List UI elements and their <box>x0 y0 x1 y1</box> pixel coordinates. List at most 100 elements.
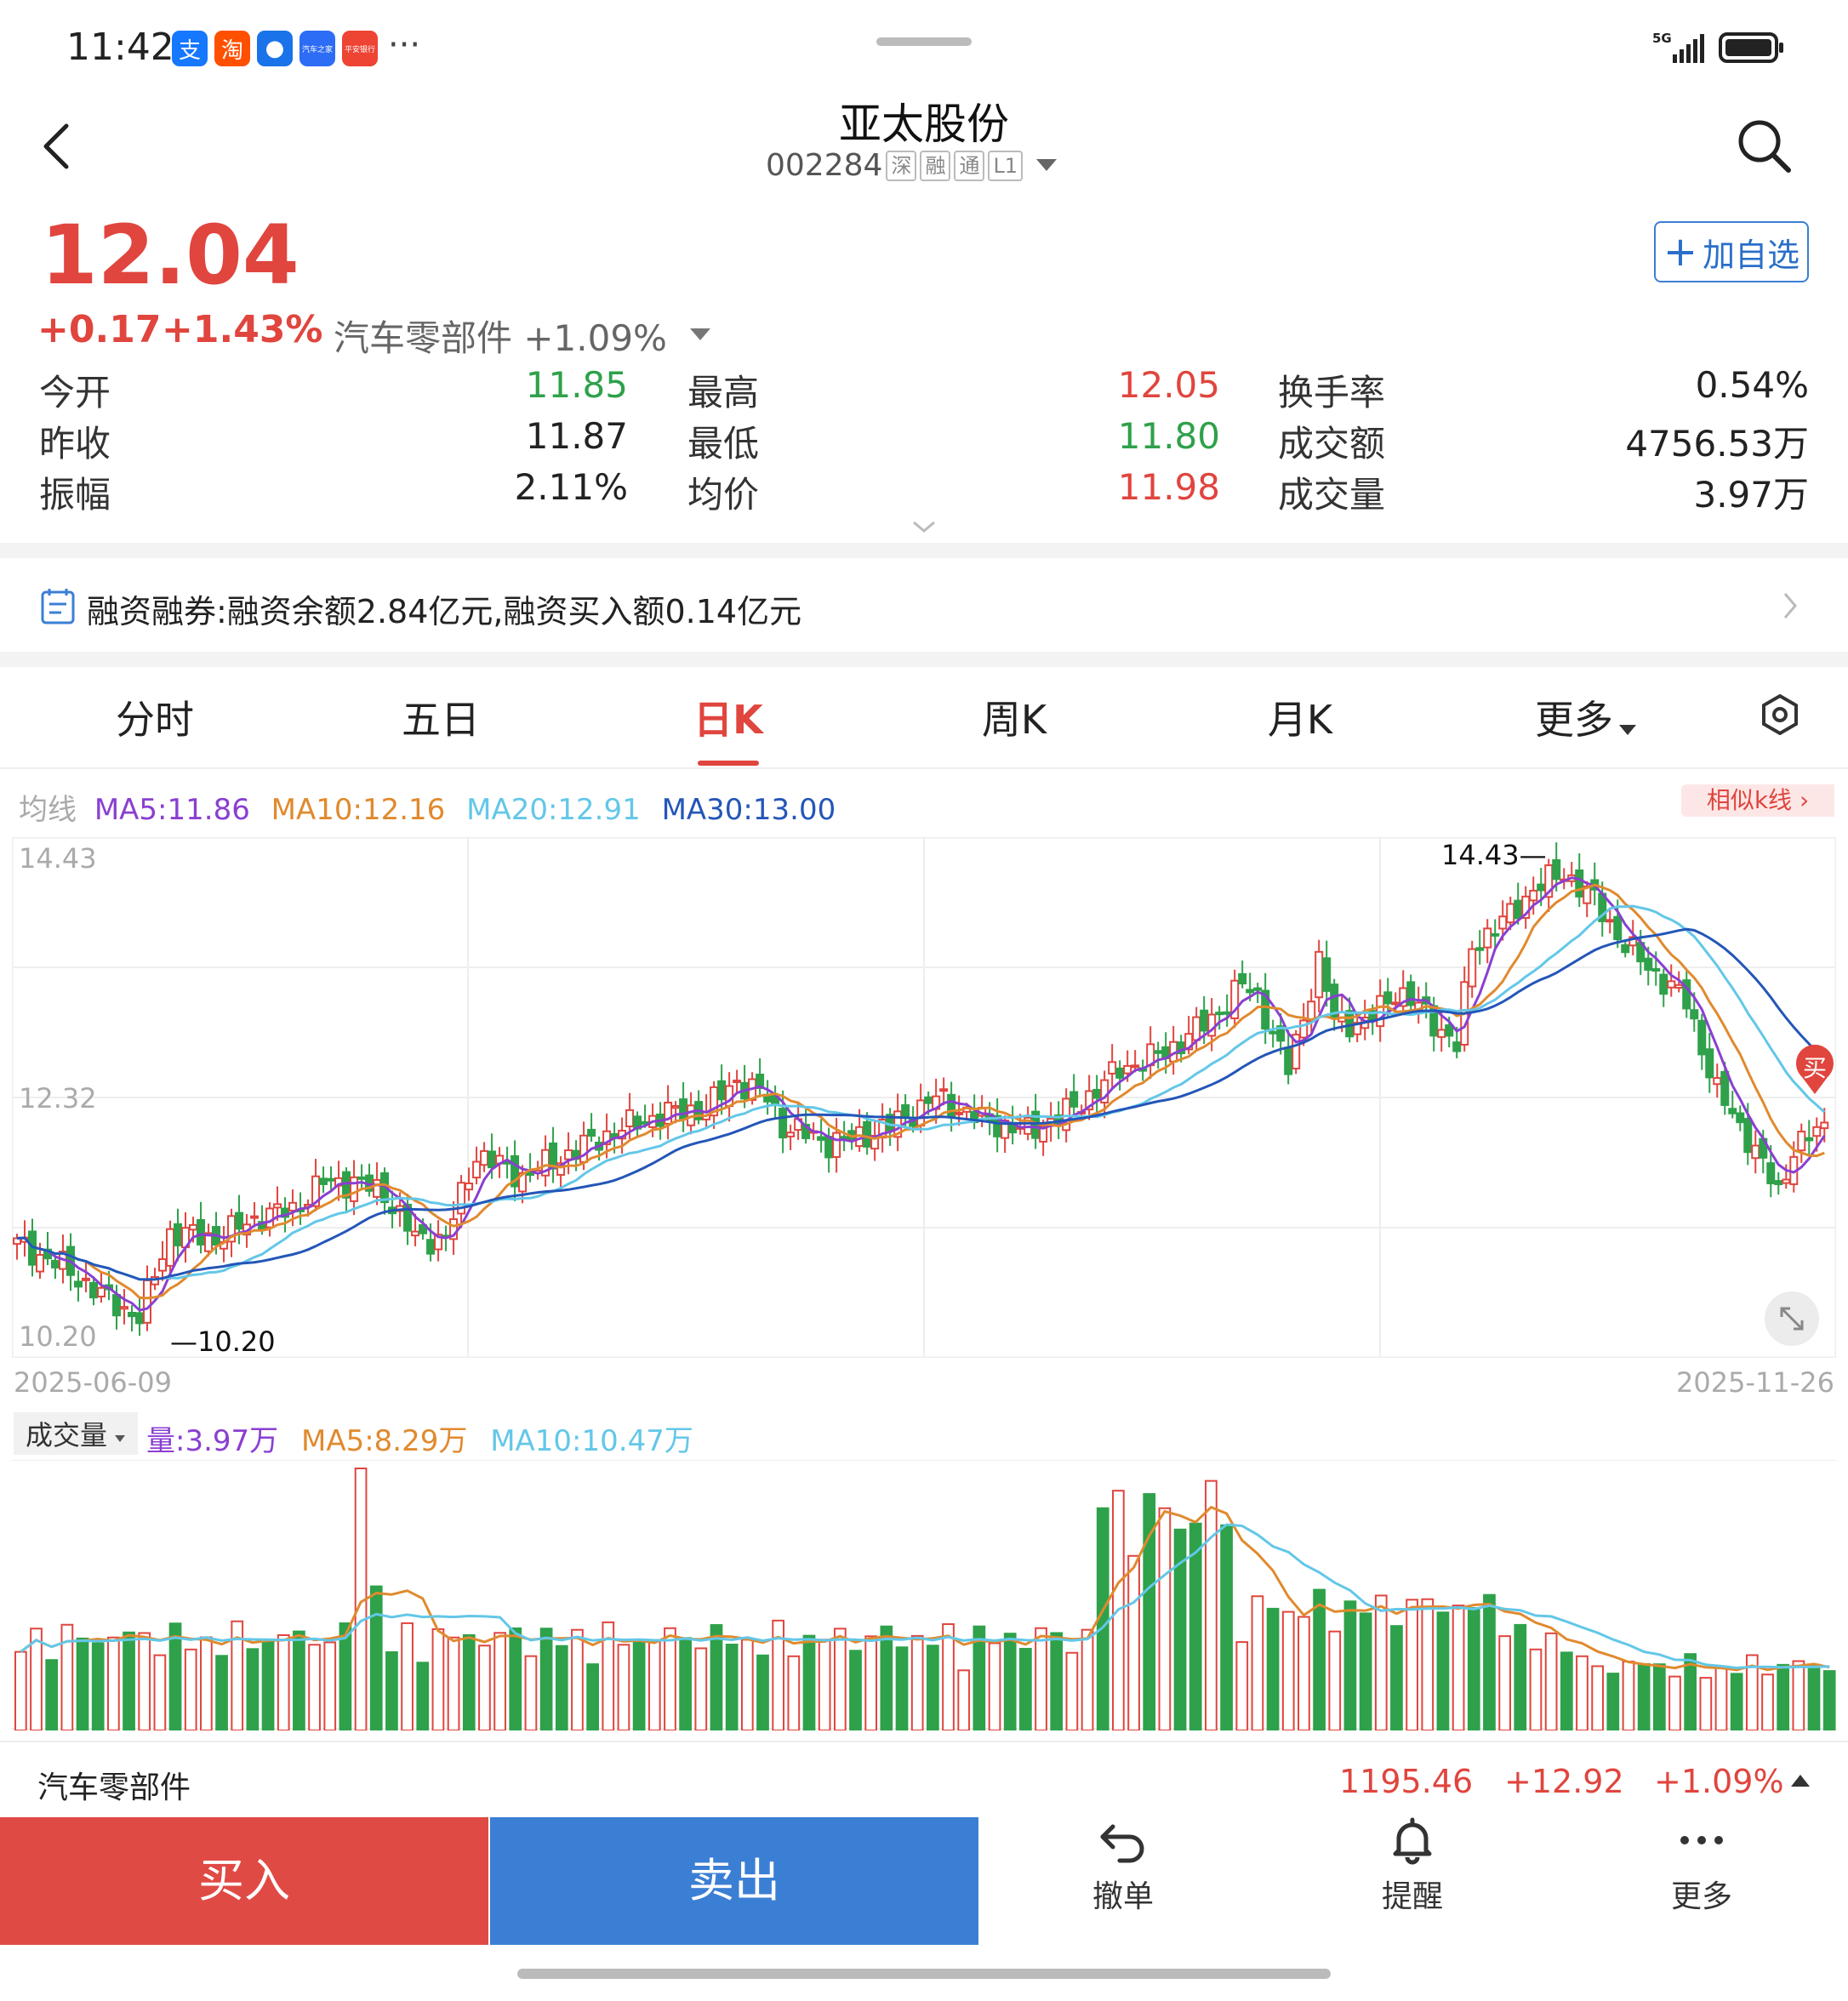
volume-bar-up <box>988 1642 1001 1730</box>
candle-up <box>1812 1126 1822 1137</box>
ma-legend[interactable]: 均线 MA5:11.86 MA10:12.16 MA20:12.91 MA30:… <box>19 786 836 828</box>
min-price-label: —10.20 <box>170 1325 276 1358</box>
volume-bar-down <box>586 1663 599 1730</box>
back-button[interactable] <box>34 119 77 177</box>
expand-quote-icon[interactable] <box>910 519 938 539</box>
bell-icon <box>1327 1804 1497 1872</box>
candle-up <box>1483 927 1492 949</box>
candle-down <box>89 1281 99 1299</box>
tab-2[interactable]: 日K <box>635 689 822 766</box>
tab-3[interactable]: 周K <box>921 689 1108 745</box>
volume-bar-down <box>1220 1524 1233 1730</box>
divider <box>0 767 1848 769</box>
tab-4[interactable]: 月K <box>1206 689 1394 745</box>
volume-selector-label: 成交量 <box>26 1419 108 1451</box>
similar-kline-button[interactable]: 相似k线 › <box>1681 784 1834 817</box>
volume-bar-down <box>1483 1593 1496 1730</box>
volume-ma5: MA5:8.29万 <box>300 1424 468 1458</box>
volume-bar-up <box>694 1647 708 1730</box>
volume-legend: 量:3.97万 MA5:8.29万 MA10:10.47万 <box>146 1417 693 1459</box>
search-icon[interactable] <box>1736 117 1792 177</box>
more-button[interactable]: 更多 <box>1617 1804 1787 1916</box>
volume-bar-down <box>1173 1528 1187 1730</box>
volume-bar-up <box>1498 1635 1511 1730</box>
candle-down <box>1728 1108 1737 1115</box>
volume-bar-down <box>880 1625 893 1730</box>
candle-down <box>1690 1009 1699 1020</box>
quote-label: 最高 <box>687 372 760 413</box>
candle-up <box>97 1286 106 1297</box>
y-axis-bottom: 10.20 <box>19 1320 97 1353</box>
candle-up <box>1391 1001 1400 1006</box>
volume-bar-down <box>1777 1663 1790 1730</box>
volume-bar-down <box>1019 1647 1032 1730</box>
candle-up <box>1437 1029 1446 1038</box>
candle-up <box>350 1176 359 1202</box>
volume-bar-up <box>1127 1554 1140 1730</box>
sell-button-label: 卖出 <box>688 1854 780 1907</box>
volume-bar-down <box>1266 1607 1280 1730</box>
quote-value: 11.85 <box>525 364 628 406</box>
fullscreen-button[interactable] <box>1765 1291 1819 1346</box>
volume-bar-up <box>1699 1677 1713 1730</box>
candle-up <box>1583 885 1592 904</box>
divider <box>0 1741 1848 1742</box>
candle-up <box>1108 1061 1117 1075</box>
volume-ma5-line <box>20 1505 1830 1672</box>
candle-up <box>1751 1144 1760 1160</box>
candle-down <box>1575 869 1584 898</box>
candle-up <box>1062 1097 1071 1132</box>
candle-up <box>1184 1033 1194 1051</box>
chevron-down-icon <box>1035 156 1058 176</box>
candle-down <box>824 1136 834 1159</box>
app-icons: 支淘 ● 汽车之家 平安银行 <box>172 31 378 66</box>
buy-button[interactable]: 买入 <box>0 1817 488 1945</box>
volume-bar-down <box>91 1642 105 1730</box>
candle-down <box>1613 915 1623 941</box>
candle-down <box>679 1098 688 1120</box>
tab-1[interactable]: 五日 <box>347 689 534 745</box>
market-tag: 深 <box>886 150 917 181</box>
tab-0[interactable]: 分时 <box>61 689 248 745</box>
volume-bar-down <box>895 1646 909 1730</box>
candle-up <box>870 1134 880 1150</box>
sector-change[interactable]: 汽车零部件 +1.09% <box>334 310 711 362</box>
market-tag: 融 <box>920 150 951 181</box>
candle-up <box>564 1149 573 1160</box>
cancel-order-button[interactable]: 撤单 <box>1038 1804 1208 1916</box>
stock-code-row[interactable]: 002284 深融通 L1 <box>766 148 1058 183</box>
candle-down <box>1537 883 1546 892</box>
candle-up <box>265 1207 275 1229</box>
kline-chart[interactable]: 14.43 12.32 10.20 14.43— —10.20 买 <box>12 837 1836 1358</box>
buy-marker[interactable]: 买 <box>1794 1043 1836 1096</box>
settings-icon[interactable] <box>1760 693 1800 738</box>
volume-bar-down <box>1684 1653 1697 1730</box>
quote-value: 11.87 <box>525 415 628 457</box>
candle-up <box>1606 919 1615 923</box>
candle-up <box>1674 983 1684 989</box>
quote-label: 昨收 <box>39 423 111 465</box>
volume-selector[interactable]: 成交量 <box>14 1412 139 1455</box>
candle-up <box>1529 889 1538 902</box>
volume-chart[interactable] <box>12 1460 1836 1730</box>
candle-down <box>1720 1070 1730 1106</box>
candle-up <box>579 1134 589 1163</box>
candle-up <box>373 1178 382 1198</box>
drag-handle[interactable] <box>876 37 972 46</box>
alert-label: 提醒 <box>1381 1879 1443 1914</box>
taobao-icon: 淘 <box>214 31 250 66</box>
volume-bar-down <box>385 1650 398 1730</box>
volume-bar-up <box>1745 1654 1759 1730</box>
max-price-value: 14.43 <box>1441 839 1520 871</box>
volume-bar-up <box>323 1641 337 1730</box>
sector-index-bar[interactable]: 汽车零部件 1195.46 +12.92 +1.09% <box>0 1742 1848 1817</box>
volume-bar-up <box>1544 1632 1558 1730</box>
alert-button[interactable]: 提醒 <box>1327 1804 1497 1916</box>
candle-up <box>1667 980 1676 989</box>
margin-banner[interactable]: 融资融券:融资余额2.84亿元,融资买入额0.14亿元 <box>0 558 1848 652</box>
tab-5[interactable]: 更多 <box>1492 689 1680 746</box>
volume-bar-down <box>679 1637 693 1730</box>
sell-button[interactable]: 卖出 <box>490 1817 978 1945</box>
candle-down <box>1621 943 1630 954</box>
add-watchlist-button[interactable]: + 加自选 <box>1654 221 1809 282</box>
